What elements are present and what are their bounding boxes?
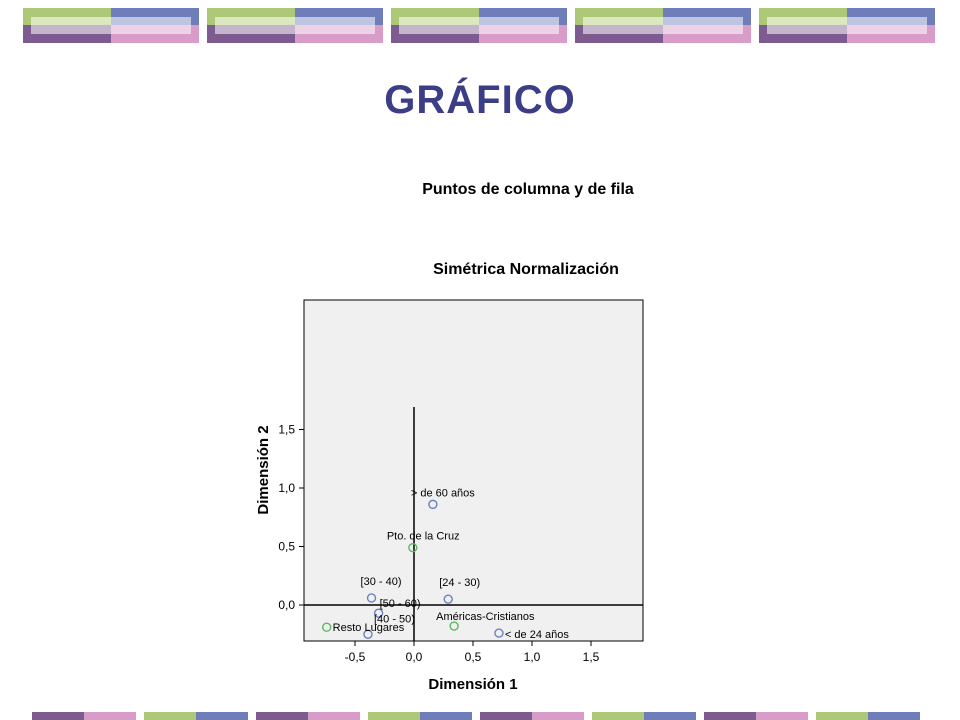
y-axis-label: Dimensión 2 (255, 425, 272, 514)
x-tick-label: 1,5 (583, 650, 600, 664)
data-point (408, 542, 418, 553)
data-point (363, 629, 373, 639)
banner-segment (592, 712, 644, 720)
data-point-label: Pto. de la Cruz (387, 531, 460, 543)
data-point (373, 608, 384, 618)
banner-block (391, 8, 567, 43)
banner-segment (532, 712, 584, 720)
y-tick-label: 0,5 (278, 540, 295, 554)
chart-subtitle: Simétrica Normalización (433, 261, 619, 278)
data-point (321, 622, 332, 632)
y-tick-label: 0,0 (278, 598, 295, 612)
data-point (428, 499, 438, 510)
x-tick-label: 1,0 (524, 650, 541, 664)
x-tick-label: 0,0 (406, 650, 423, 664)
banner-block (207, 8, 383, 43)
data-point-label: > de 60 años (411, 487, 475, 499)
data-point-label: [50 - 60) (380, 598, 421, 610)
banner-segment (144, 712, 196, 720)
x-tick-label: 0,5 (465, 650, 482, 664)
banner-block (575, 8, 751, 43)
x-axis-label: Dimensión 1 (428, 676, 517, 693)
banner-segment (816, 712, 868, 720)
data-point (494, 628, 504, 638)
banner-segment (420, 712, 472, 720)
plot-area (303, 299, 644, 642)
data-point-label: [30 - 40) (361, 576, 402, 588)
y-tick-label: 1,5 (278, 423, 295, 437)
banner-segment (308, 712, 360, 720)
banner-segment (84, 712, 136, 720)
banner-segment (644, 712, 696, 720)
banner-segment (480, 712, 532, 720)
data-point-label: Resto Lugares (333, 622, 405, 634)
chart-title: Puntos de columna y de fila (422, 181, 634, 198)
slide-title: GRÁFICO (384, 78, 576, 122)
banner-block (23, 8, 199, 43)
x-tick-label: -0,5 (345, 650, 366, 664)
banner-segment (196, 712, 248, 720)
data-point-label: < de 24 años (505, 629, 569, 641)
banner-segment (256, 712, 308, 720)
y-tick-label: 1,0 (278, 481, 295, 495)
data-point (366, 593, 377, 603)
banner-segment (756, 712, 808, 720)
banner-segment (704, 712, 756, 720)
data-point-label: [24 - 30) (439, 577, 480, 589)
banner-segment (868, 712, 920, 720)
data-point-label: [40 - 50) (374, 613, 415, 625)
banner-segment (368, 712, 420, 720)
data-point-label: Américas-Cristianos (436, 611, 535, 623)
banner-block (759, 8, 935, 43)
banner-segment (32, 712, 84, 720)
data-point (449, 621, 459, 631)
data-point (443, 594, 453, 604)
